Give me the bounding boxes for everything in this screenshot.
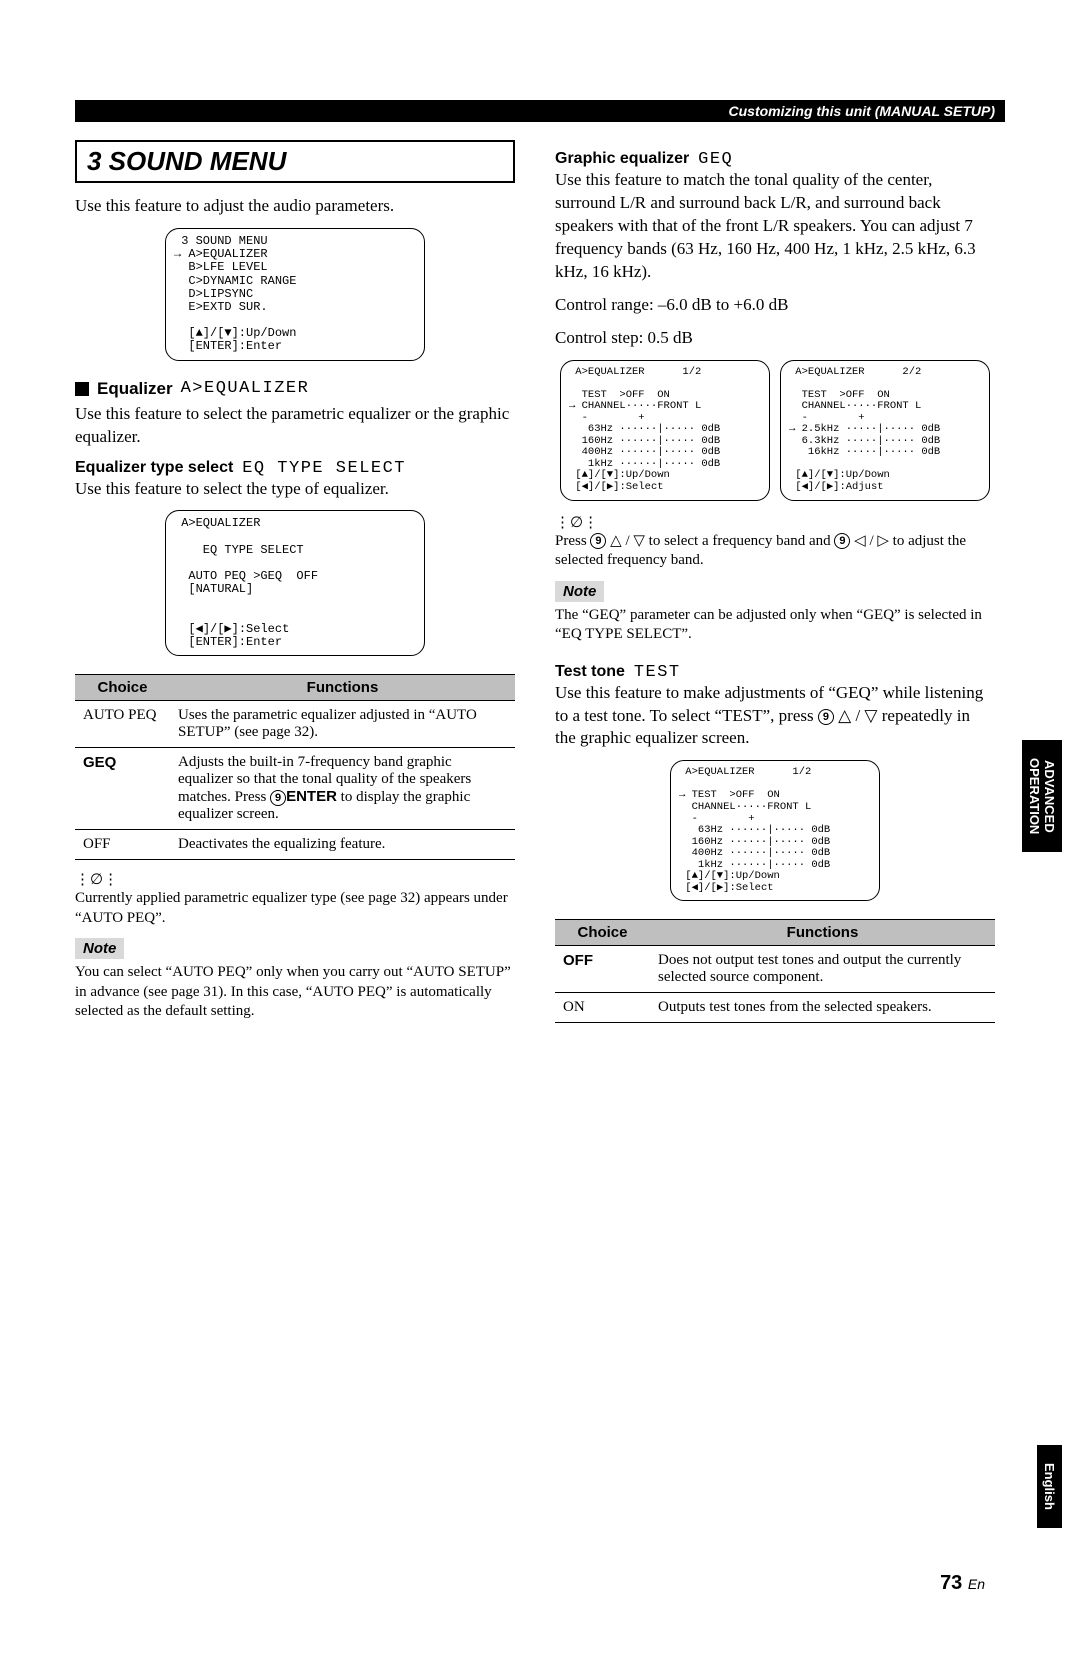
note-text-1: You can select “AUTO PEQ” only when you …: [75, 963, 515, 1022]
table-cell-choice: ON: [555, 993, 650, 1023]
section-title: 3 SOUND MENU: [75, 140, 515, 183]
geq-range: Control range: –6.0 dB to +6.0 dB: [555, 294, 995, 317]
equalizer-desc: Use this feature to select the parametri…: [75, 403, 515, 449]
screen-geq-1: A>EQUALIZER 1/2 TEST >OFF ON → CHANNEL··…: [560, 360, 770, 501]
header-bar: Customizing this unit (MANUAL SETUP): [75, 100, 1005, 122]
equalizer-heading: Equalizer A>EQUALIZER: [75, 379, 515, 399]
equalizer-label: Equalizer: [97, 379, 173, 399]
table-cell-choice: OFF: [555, 946, 650, 993]
table-cell-choice: AUTO PEQ: [75, 701, 170, 748]
table-cell-function: Outputs test tones from the selected spe…: [650, 993, 995, 1023]
eq-type-desc: Use this feature to select the type of e…: [75, 478, 515, 501]
equalizer-code: A>EQUALIZER: [181, 379, 310, 398]
table-cell-function: Adjusts the built-in 7-frequency band gr…: [170, 748, 515, 830]
geq-desc: Use this feature to match the tonal qual…: [555, 169, 995, 284]
test-tone-desc: Use this feature to make adjustments of …: [555, 682, 995, 751]
note-box: Note: [555, 581, 604, 602]
note-text-2: The “GEQ” parameter can be adjusted only…: [555, 606, 995, 645]
screen-test-tone: A>EQUALIZER 1/2 → TEST >OFF ON CHANNEL··…: [670, 760, 880, 901]
screen-eq-type: A>EQUALIZER EQ TYPE SELECT AUTO PEQ >GEQ…: [165, 510, 425, 656]
table-cell-function: Uses the parametric equalizer adjusted i…: [170, 701, 515, 748]
table-head-functions: Functions: [650, 920, 995, 946]
table-cell-choice: GEQ: [75, 748, 170, 830]
table-head-choice: Choice: [75, 675, 170, 701]
intro-text: Use this feature to adjust the audio par…: [75, 195, 515, 218]
note-box: Note: [75, 938, 124, 959]
side-tab-english: English: [1037, 1445, 1062, 1528]
table-cell-function: Does not output test tones and output th…: [650, 946, 995, 993]
tip-text-1: Currently applied parametric equalizer t…: [75, 889, 515, 928]
screen-geq-2: A>EQUALIZER 2/2 TEST >OFF ON CHANNEL····…: [780, 360, 990, 501]
left-column: 3 SOUND MENU Use this feature to adjust …: [75, 140, 515, 1033]
test-tone-table: Choice Functions OFFDoes not output test…: [555, 919, 995, 1023]
geq-step: Control step: 0.5 dB: [555, 327, 995, 350]
eq-type-heading: Equalizer type select EQ TYPE SELECT: [75, 459, 515, 478]
geq-heading: Graphic equalizer GEQ: [555, 150, 995, 169]
side-tab-advanced-operation: ADVANCEDOPERATION: [1022, 740, 1062, 852]
square-bullet-icon: [75, 382, 89, 396]
table-head-choice: Choice: [555, 920, 650, 946]
tip-icon: ⋮∅⋮: [555, 513, 995, 532]
table-head-functions: Functions: [170, 675, 515, 701]
test-tone-heading: Test tone TEST: [555, 663, 995, 682]
page-number: 73 En: [940, 1572, 985, 1595]
table-cell-function: Deactivates the equalizing feature.: [170, 830, 515, 860]
right-column: Graphic equalizer GEQ Use this feature t…: [555, 140, 995, 1033]
table-cell-choice: OFF: [75, 830, 170, 860]
screen-sound-menu: 3 SOUND MENU → A>EQUALIZER B>LFE LEVEL C…: [165, 228, 425, 361]
tip-text-2: Press 9 △ / ▽ to select a frequency band…: [555, 532, 995, 571]
eq-type-table: Choice Functions AUTO PEQUses the parame…: [75, 674, 515, 860]
tip-icon: ⋮∅⋮: [75, 870, 515, 889]
